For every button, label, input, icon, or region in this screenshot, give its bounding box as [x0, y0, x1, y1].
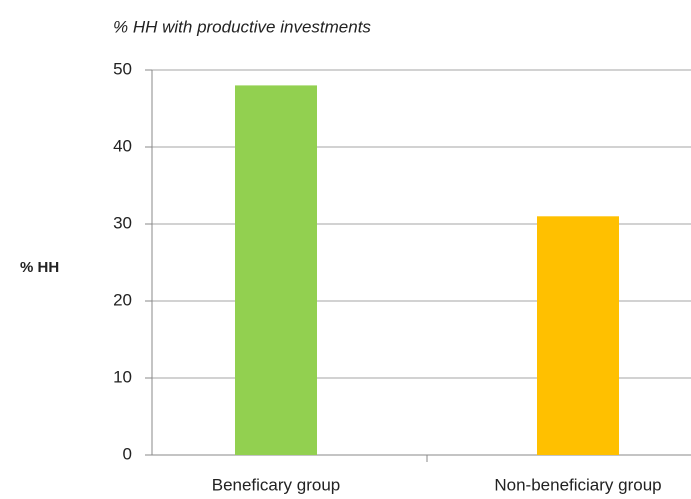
y-tick-label: 10	[113, 367, 132, 386]
x-tick-label: Non-beneficiary group	[494, 475, 661, 494]
y-tick-label: 30	[113, 213, 132, 232]
y-tick-label: 40	[113, 136, 132, 155]
bar	[235, 85, 317, 456]
y-tick-label: 50	[113, 59, 132, 78]
bar	[537, 216, 619, 455]
x-tick-label: Beneficary group	[212, 475, 341, 494]
y-axis-label: % HH	[20, 259, 59, 276]
y-tick-label: 20	[113, 290, 132, 309]
chart-title: % HH with productive investments	[113, 17, 371, 36]
y-tick-label: 0	[123, 444, 132, 463]
